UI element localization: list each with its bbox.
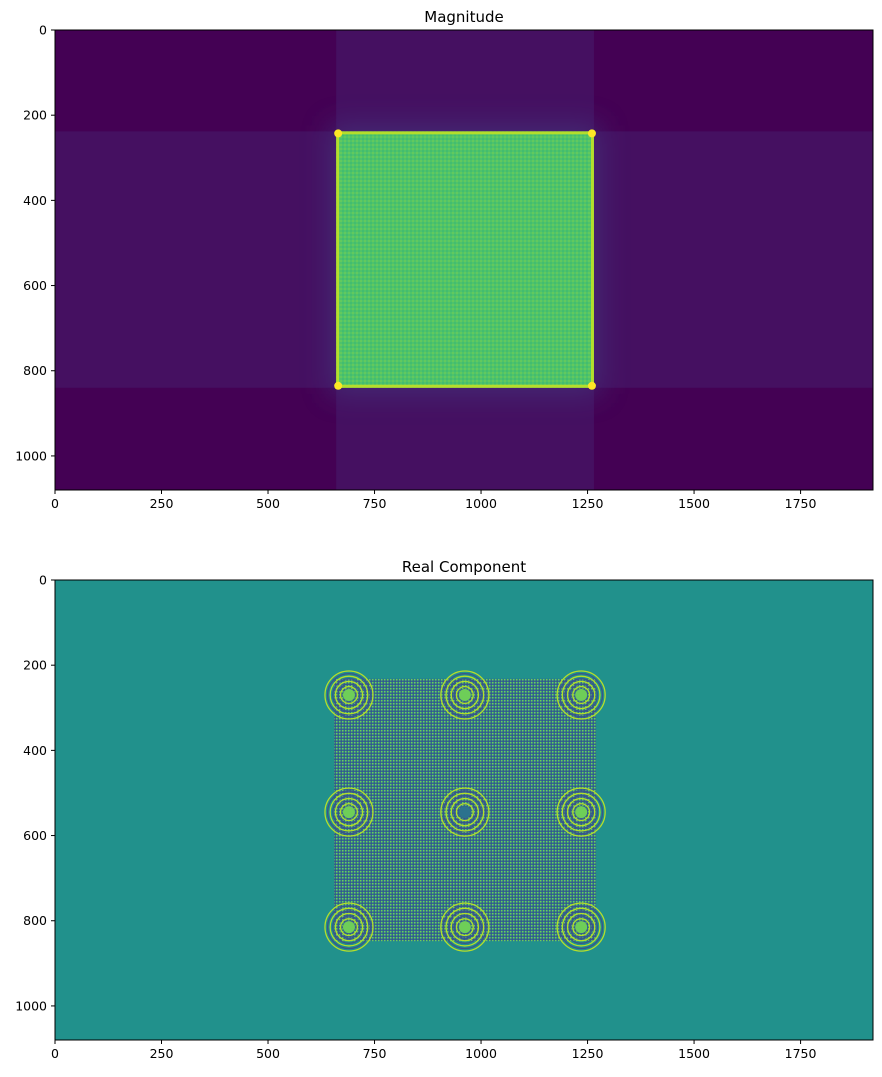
ring-pattern-5 bbox=[556, 787, 606, 837]
x-tick-label: 0 bbox=[51, 496, 59, 511]
y-tick-label: 400 bbox=[23, 193, 47, 208]
heatmap-image bbox=[55, 580, 873, 1040]
x-tick-label: 1750 bbox=[785, 496, 817, 511]
axes-frame bbox=[54, 29, 874, 491]
x-tick-label: 250 bbox=[150, 1046, 174, 1061]
y-tick-label: 400 bbox=[23, 743, 47, 758]
x-tick-label: 250 bbox=[150, 496, 174, 511]
x-tick-label: 500 bbox=[256, 1046, 280, 1061]
x-tick-label: 500 bbox=[256, 496, 280, 511]
y-tick-label: 200 bbox=[23, 658, 47, 673]
square-edge bbox=[336, 131, 594, 388]
ring-pattern-4 bbox=[440, 787, 490, 837]
real-component-plot: Real Component 0 250 500 750 1000 1250 1500 1750… bbox=[15, 558, 874, 1061]
x-tick-label: 750 bbox=[363, 496, 387, 511]
x-tick-label: 1500 bbox=[678, 496, 710, 511]
ring-pattern-0 bbox=[324, 670, 374, 720]
x-tick-label: 1250 bbox=[572, 1046, 604, 1061]
heatmap-image bbox=[55, 30, 873, 490]
square-corner-1 bbox=[587, 129, 596, 138]
x-tick-label: 0 bbox=[51, 1046, 59, 1061]
x-tick-label: 1250 bbox=[572, 496, 604, 511]
y-tick-label: 0 bbox=[39, 23, 47, 38]
axes-frame bbox=[54, 579, 874, 1041]
y-tick-label: 0 bbox=[39, 573, 47, 588]
y-tick-label: 1000 bbox=[15, 998, 47, 1013]
y-tick-label: 600 bbox=[23, 278, 47, 293]
x-tick-label: 1000 bbox=[465, 496, 497, 511]
ring-pattern-1 bbox=[440, 670, 490, 720]
y-tick-label: 600 bbox=[23, 828, 47, 843]
magnitude-plot: Magnitude 0 250 500 750 1000 1250 1500 1750 0 200 4… bbox=[15, 8, 874, 511]
real-component-panel: Real Component 0 250 500 750 1000 1250 1500 1750… bbox=[0, 550, 882, 1077]
x-tick-label: 1000 bbox=[465, 1046, 497, 1061]
ring-pattern-6 bbox=[324, 902, 374, 952]
chart-title: Magnitude bbox=[424, 8, 503, 26]
ring-pattern-7 bbox=[440, 902, 490, 952]
x-tick-label: 1750 bbox=[785, 1046, 817, 1061]
x-tick-label: 750 bbox=[363, 1046, 387, 1061]
square-texture bbox=[336, 131, 594, 388]
y-tick-label: 200 bbox=[23, 108, 47, 123]
square-corner-2 bbox=[334, 381, 343, 390]
magnitude-panel: Magnitude 0 250 500 750 1000 1250 1500 1750 0 200 4… bbox=[0, 0, 882, 530]
ring-pattern-3 bbox=[324, 787, 374, 837]
ring-pattern-2 bbox=[556, 670, 606, 720]
ring-pattern-8 bbox=[556, 902, 606, 952]
y-tick-label: 800 bbox=[23, 363, 47, 378]
square-corner-3 bbox=[587, 381, 596, 390]
y-tick-label: 800 bbox=[23, 913, 47, 928]
chart-title: Real Component bbox=[402, 558, 526, 576]
y-tick-label: 1000 bbox=[15, 448, 47, 463]
x-tick-label: 1500 bbox=[678, 1046, 710, 1061]
square-corner-0 bbox=[334, 129, 343, 138]
